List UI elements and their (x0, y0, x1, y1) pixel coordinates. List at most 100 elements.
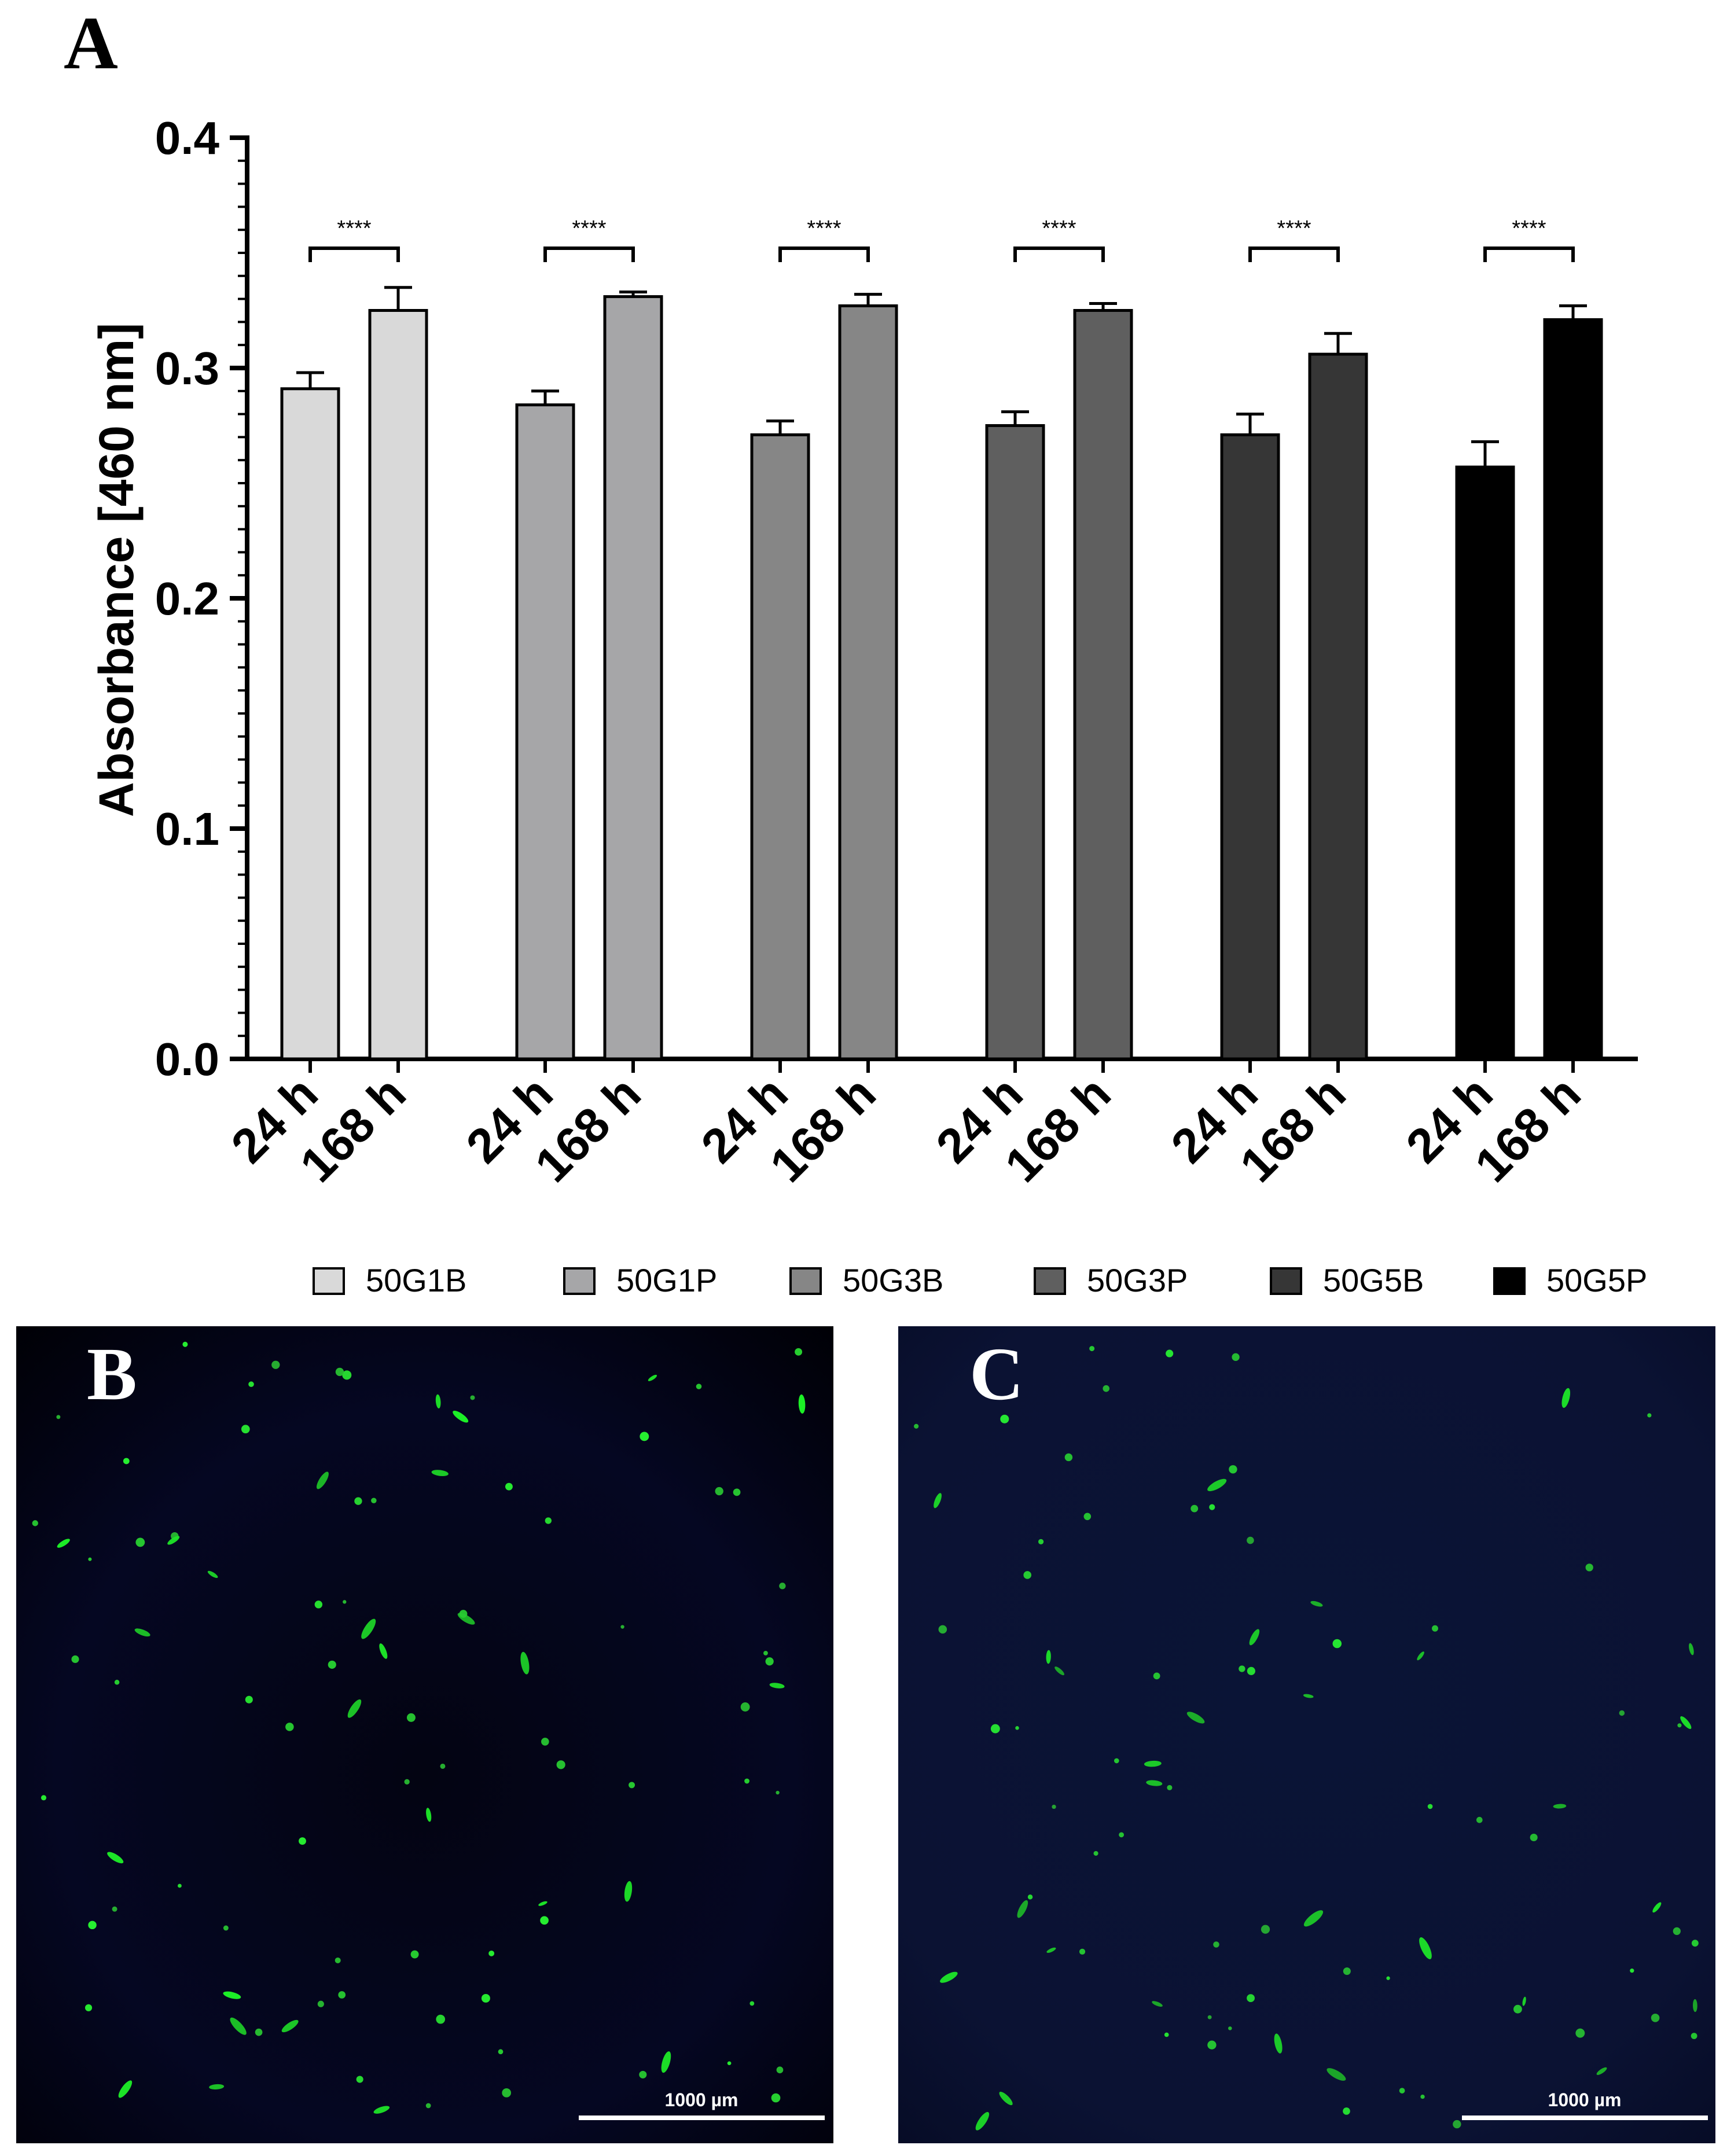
cell (624, 1881, 633, 1902)
cell (1207, 2015, 1212, 2019)
legend-label-50G1P: 50G1P (616, 1262, 717, 1298)
legend-swatch-50G5B (1270, 1267, 1302, 1295)
cell (1327, 2068, 1346, 2081)
significance-label: **** (1042, 216, 1076, 241)
cell (661, 2051, 671, 2073)
cell (114, 1679, 120, 1685)
significance-bracket (1483, 246, 1575, 263)
cell (715, 1487, 723, 1496)
cell (285, 1723, 294, 1731)
cell (795, 1348, 803, 1356)
cell (538, 1901, 548, 1906)
cell (639, 2070, 647, 2078)
legend-swatch-50G5P (1493, 1267, 1526, 1295)
cell (335, 1367, 344, 1377)
y-tick-label: 0.3 (155, 343, 219, 394)
bar-chart: 0.00.10.20.30.4 **** **** **** **** **** ****… (89, 112, 1638, 1193)
cell (223, 1991, 241, 1999)
cell (328, 1660, 336, 1669)
cell (1420, 2094, 1425, 2099)
cell (1680, 1716, 1692, 1730)
cell (1017, 1900, 1028, 1918)
cell (1310, 1601, 1323, 1607)
cell (356, 2076, 363, 2083)
cell (123, 1458, 130, 1465)
bar-50G5B-168h (1308, 352, 1368, 1061)
cell (1386, 1976, 1390, 1980)
cell (335, 1957, 341, 1963)
legend-label-50G1B: 50G1B (366, 1262, 466, 1298)
micrograph-b: B 1000 µm (16, 1326, 833, 2143)
cell (765, 1657, 774, 1666)
x-tick-label: 168 h (524, 1066, 651, 1192)
micrograph-c-cells (914, 1346, 1699, 2131)
cell (1303, 1694, 1314, 1698)
panel-b-label: B (87, 1333, 137, 1416)
cell (245, 1695, 253, 1704)
cell (134, 1628, 150, 1637)
cell (406, 1713, 416, 1722)
cell (32, 1520, 38, 1526)
cell (1046, 1650, 1051, 1664)
cell (281, 2019, 299, 2033)
cell (1167, 1785, 1173, 1790)
cell (1343, 1967, 1351, 1975)
significance-bracket (308, 246, 400, 263)
significance-bracket (543, 246, 635, 263)
cell (425, 2103, 431, 2109)
bar-50G1B-24h (280, 387, 340, 1061)
cell (1000, 1414, 1009, 1423)
cell (776, 2066, 784, 2074)
cell (107, 1852, 124, 1864)
x-tick-label: 168 h (994, 1066, 1120, 1192)
micrograph-b-cells (32, 1341, 806, 2114)
y-axis-label: Absorbance [460 nm] (89, 323, 144, 817)
cell (1207, 1478, 1227, 1492)
cell (1052, 1804, 1056, 1809)
cell (1303, 1910, 1324, 1927)
cell (118, 2080, 133, 2098)
cell (1209, 1504, 1215, 1510)
bar-50G3P-24h (985, 424, 1045, 1061)
cell (338, 1991, 346, 1999)
cell (470, 1395, 475, 1400)
cell (317, 2000, 324, 2007)
cell (71, 1655, 79, 1664)
cell (1427, 1804, 1433, 1809)
cell (255, 2028, 263, 2036)
x-tick-label: 168 h (289, 1066, 416, 1192)
cell (371, 1498, 377, 1504)
significance-label: **** (807, 216, 841, 241)
significance-bracket (1013, 246, 1105, 263)
cell (1146, 1780, 1163, 1786)
cell (696, 1384, 702, 1389)
cell (990, 1724, 1000, 1734)
cell (763, 1651, 768, 1655)
micrograph-b-background (16, 1326, 833, 2143)
cell (779, 1583, 786, 1590)
significance-bracket (778, 246, 870, 263)
micrograph-c: C 1000 µm (898, 1326, 1715, 2143)
cell (1083, 1513, 1092, 1521)
legend-swatch-50G3B (789, 1267, 822, 1295)
cell (1399, 2088, 1405, 2094)
y-tick-label: 0.1 (155, 803, 219, 855)
significance-bracket (1248, 246, 1340, 263)
cell (505, 1482, 513, 1491)
x-tick-label: 168 h (1229, 1066, 1355, 1192)
cell (1691, 2033, 1697, 2039)
cell (1249, 1629, 1260, 1646)
significance-label: **** (1512, 216, 1546, 241)
cell (167, 1536, 180, 1545)
y-tick-label: 0.2 (155, 573, 219, 624)
cell (1691, 1940, 1699, 1947)
cell (436, 2014, 446, 2024)
cell (1093, 1850, 1098, 1856)
cell (498, 2049, 504, 2055)
cell (1038, 1539, 1044, 1544)
cell (271, 1360, 280, 1369)
cell (556, 1760, 565, 1769)
cell (1261, 1925, 1270, 1934)
legend-label-50G5B: 50G5B (1323, 1262, 1424, 1298)
